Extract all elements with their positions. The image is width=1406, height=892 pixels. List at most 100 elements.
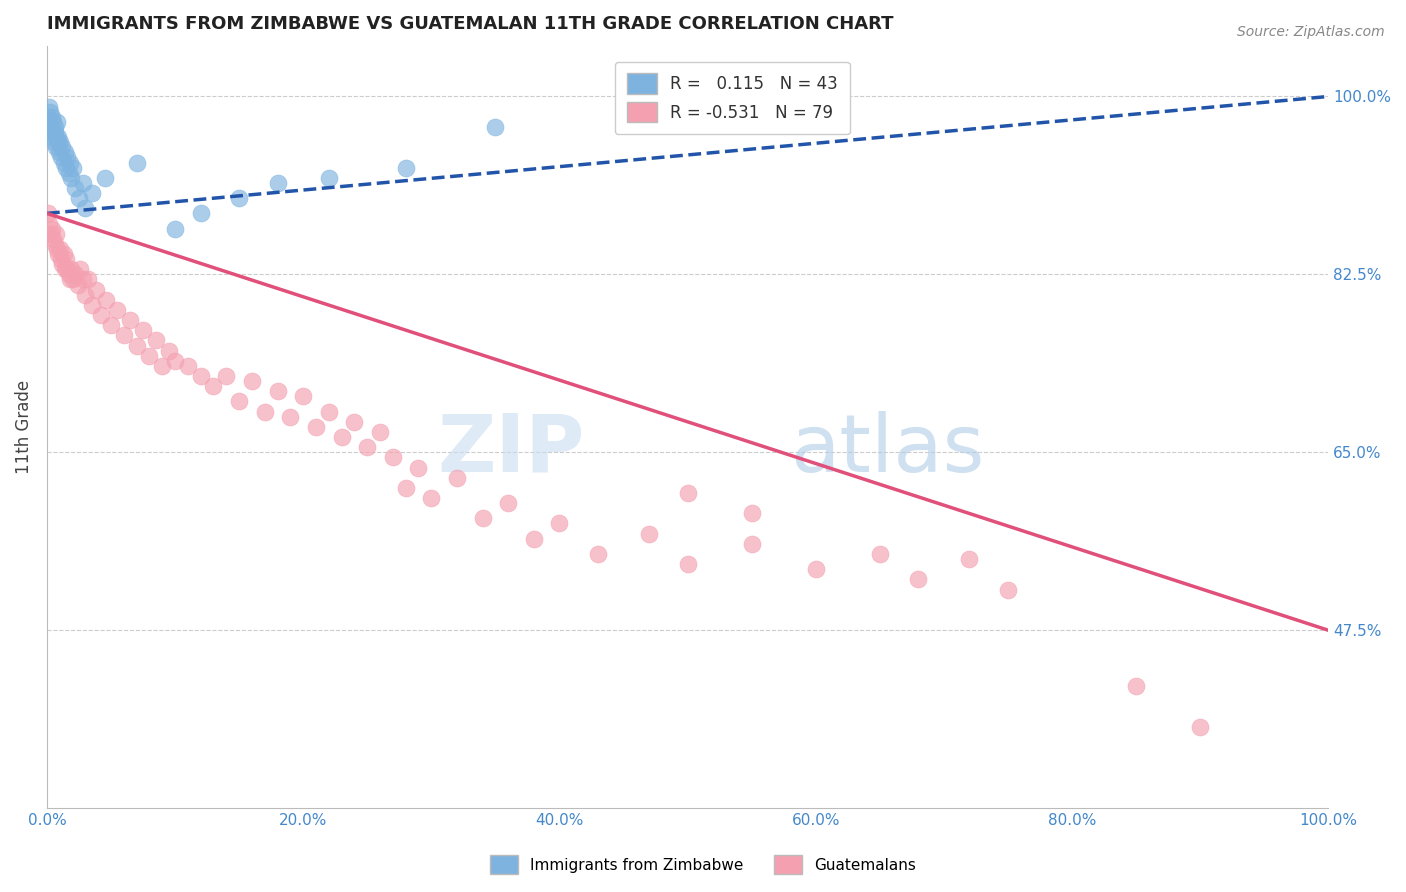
Point <box>39 104 62 119</box>
Point <box>48 135 70 149</box>
Point <box>51 257 73 271</box>
Point <box>75 287 97 301</box>
Point <box>41 120 63 134</box>
Point <box>278 409 301 424</box>
Point <box>58 268 80 282</box>
Point <box>42 115 65 129</box>
Point <box>80 298 103 312</box>
Point <box>52 247 75 261</box>
Point <box>318 170 340 185</box>
Point <box>138 349 160 363</box>
Point <box>215 369 238 384</box>
Point <box>46 135 69 149</box>
Point <box>368 425 391 439</box>
Point <box>1188 720 1211 734</box>
Point <box>471 511 494 525</box>
Point <box>66 277 89 292</box>
Point <box>676 557 699 571</box>
Point <box>266 384 288 399</box>
Point <box>77 272 100 286</box>
Point <box>395 481 418 495</box>
Point <box>1125 679 1147 693</box>
Point <box>44 236 66 251</box>
Point <box>676 486 699 500</box>
Point <box>60 262 83 277</box>
Point <box>997 582 1019 597</box>
Point <box>59 272 82 286</box>
Point <box>69 262 91 277</box>
Point <box>105 302 128 317</box>
Point <box>42 232 65 246</box>
Point <box>523 532 546 546</box>
Point <box>228 394 250 409</box>
Point <box>63 181 86 195</box>
Point <box>58 166 80 180</box>
Point <box>38 217 60 231</box>
Point <box>869 547 891 561</box>
Point <box>638 526 661 541</box>
Point <box>45 130 67 145</box>
Point <box>318 404 340 418</box>
Point <box>84 283 107 297</box>
Point <box>202 379 225 393</box>
Point <box>44 120 66 134</box>
Point <box>37 206 59 220</box>
Point <box>46 115 69 129</box>
Point <box>381 450 404 465</box>
Point <box>48 242 70 256</box>
Point <box>804 562 827 576</box>
Point <box>120 313 142 327</box>
Point <box>145 334 167 348</box>
Point <box>60 170 83 185</box>
Point <box>72 176 94 190</box>
Point <box>157 343 180 358</box>
Text: IMMIGRANTS FROM ZIMBABWE VS GUATEMALAN 11TH GRADE CORRELATION CHART: IMMIGRANTS FROM ZIMBABWE VS GUATEMALAN 1… <box>46 15 893 33</box>
Point <box>125 155 148 169</box>
Point <box>94 293 117 307</box>
Point <box>408 460 430 475</box>
Point <box>44 125 66 139</box>
Point <box>395 161 418 175</box>
Point <box>741 537 763 551</box>
Point <box>356 440 378 454</box>
Point <box>41 110 63 124</box>
Point <box>100 318 122 333</box>
Point <box>741 506 763 520</box>
Point <box>190 206 212 220</box>
Point <box>240 374 263 388</box>
Point <box>228 191 250 205</box>
Point <box>586 547 609 561</box>
Point <box>150 359 173 373</box>
Point <box>37 110 59 124</box>
Point <box>62 161 84 175</box>
Point <box>67 191 90 205</box>
Point <box>253 404 276 418</box>
Point <box>907 573 929 587</box>
Point <box>41 130 63 145</box>
Point <box>496 496 519 510</box>
Point <box>46 242 69 256</box>
Point <box>48 130 70 145</box>
Point <box>80 186 103 200</box>
Point <box>266 176 288 190</box>
Point <box>163 353 186 368</box>
Point <box>62 272 84 286</box>
Text: ZIP: ZIP <box>437 410 585 489</box>
Point <box>446 471 468 485</box>
Point <box>52 155 75 169</box>
Point <box>330 430 353 444</box>
Point <box>53 145 76 160</box>
Text: Source: ZipAtlas.com: Source: ZipAtlas.com <box>1237 25 1385 39</box>
Point <box>48 145 70 160</box>
Point <box>125 338 148 352</box>
Point <box>55 161 77 175</box>
Point <box>132 323 155 337</box>
Point <box>49 252 72 267</box>
Point <box>45 140 67 154</box>
Point <box>75 202 97 216</box>
Point <box>42 135 65 149</box>
Point <box>51 140 73 154</box>
Point <box>45 227 67 241</box>
Point <box>112 328 135 343</box>
Point <box>41 221 63 235</box>
